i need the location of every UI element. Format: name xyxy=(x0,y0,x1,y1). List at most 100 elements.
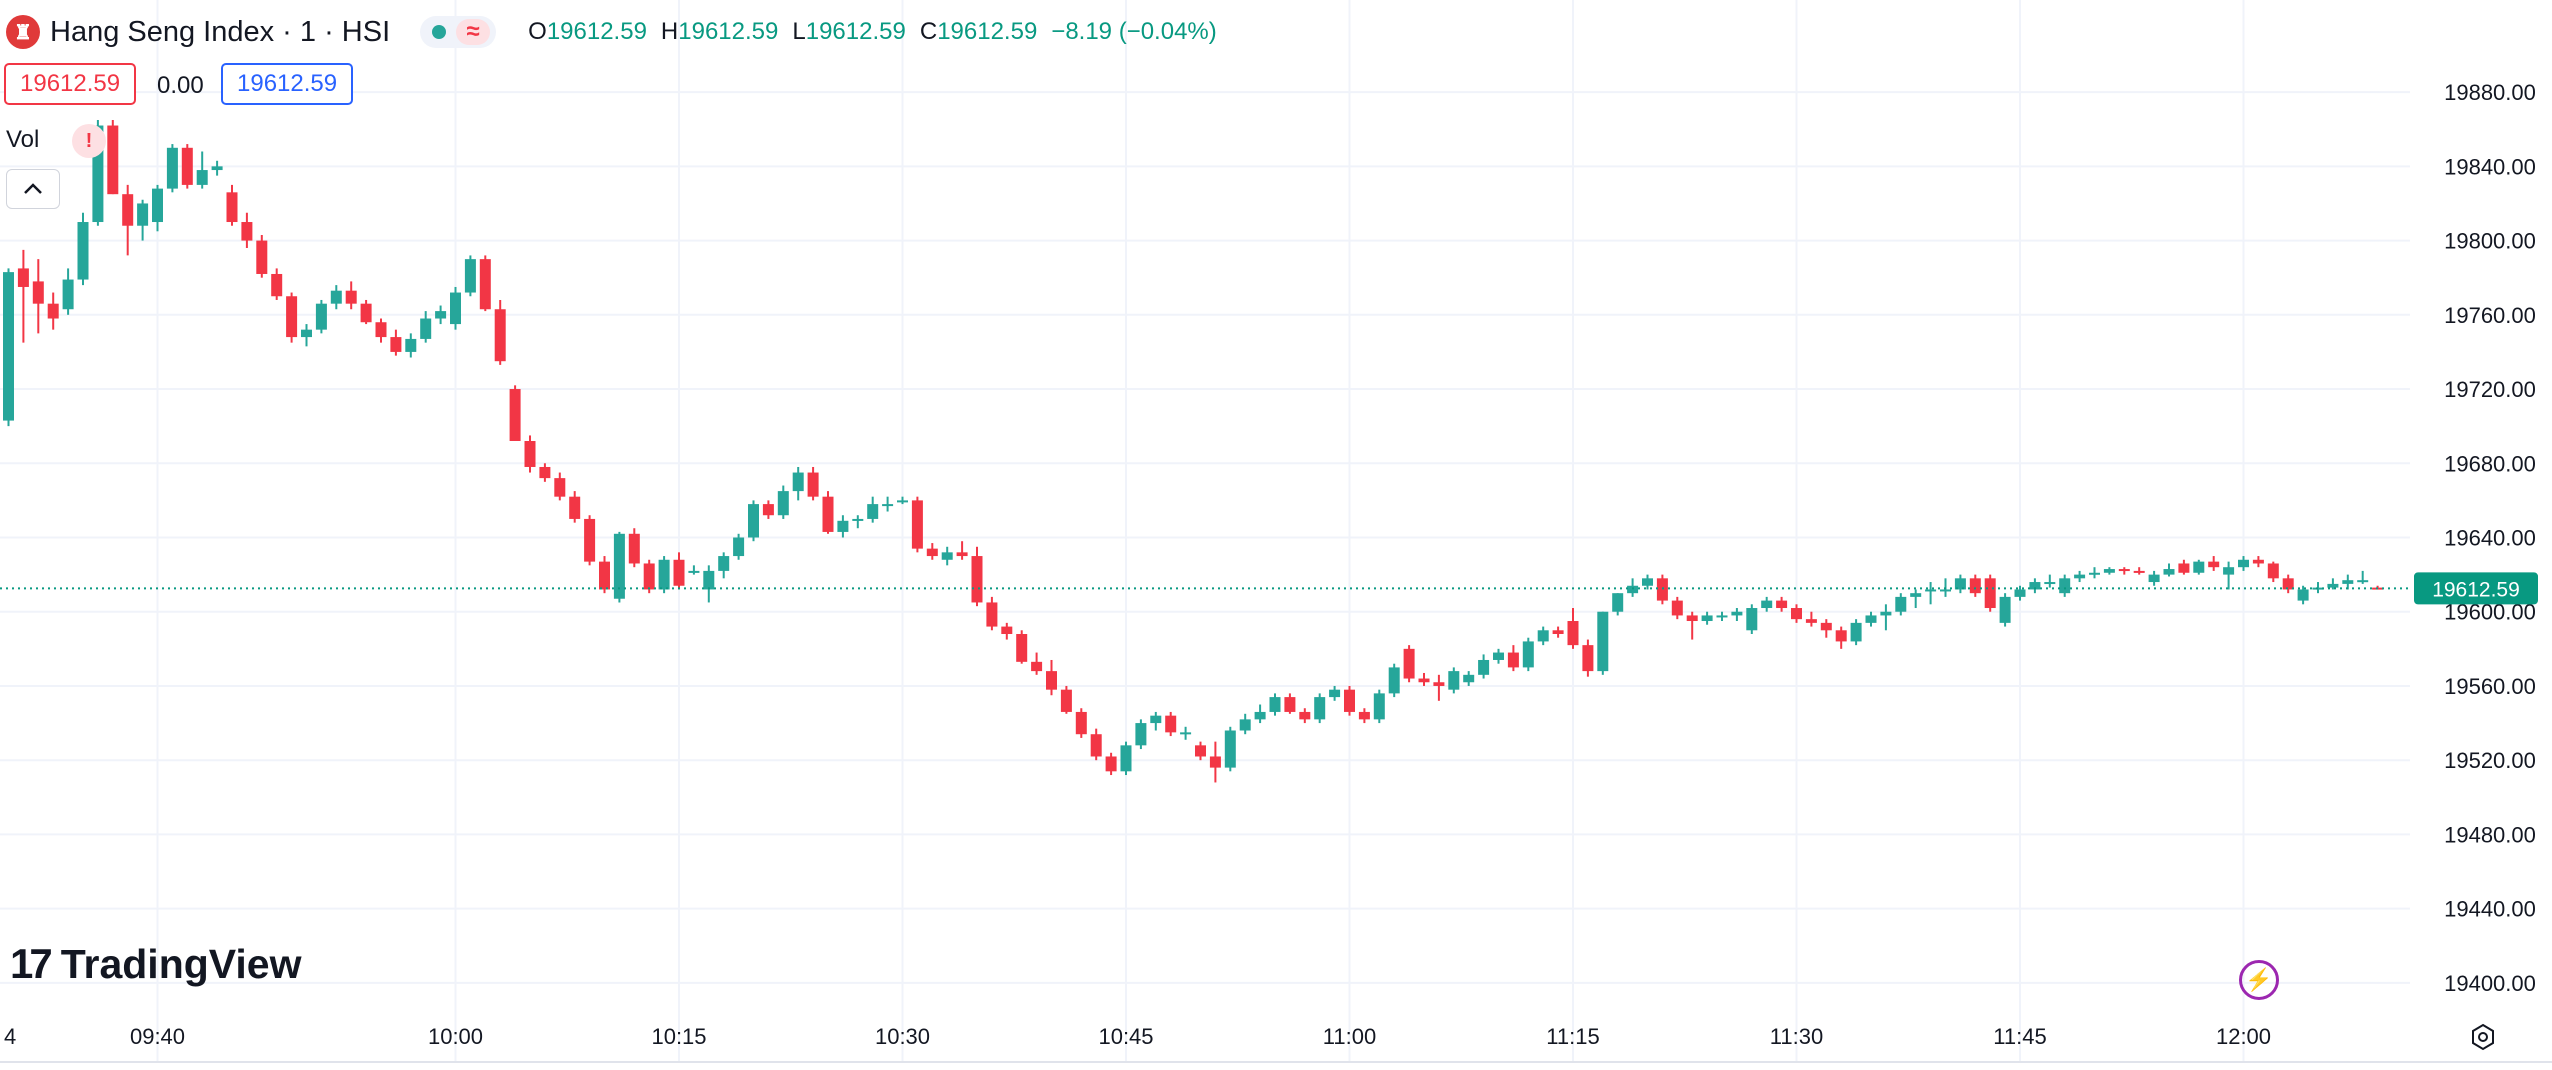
candle-down[interactable] xyxy=(628,528,640,568)
candle-up[interactable] xyxy=(2357,570,2369,584)
candle-down[interactable] xyxy=(1582,639,1594,677)
candle-up[interactable] xyxy=(1522,637,1534,672)
symbol-title[interactable]: Hang Seng Index · 1 · HSI xyxy=(50,15,391,48)
candle-up[interactable] xyxy=(658,556,670,594)
candle-down[interactable] xyxy=(1552,626,1564,638)
candle-down[interactable] xyxy=(2133,567,2145,575)
price-axis[interactable]: 19880.00 19840.00 19800.00 19760.00 19720.00… xyxy=(2444,80,2536,996)
candle-up[interactable] xyxy=(464,255,476,297)
candle-down[interactable] xyxy=(762,500,774,519)
candle-up[interactable] xyxy=(301,324,312,347)
candle-up[interactable] xyxy=(777,485,789,519)
candle-down[interactable] xyxy=(1984,574,1996,612)
candle-up[interactable] xyxy=(1746,604,1758,634)
candle-down[interactable] xyxy=(1209,741,1221,783)
candle-up[interactable] xyxy=(688,565,700,575)
candle-up[interactable] xyxy=(1716,611,1728,622)
candle-down[interactable] xyxy=(1805,611,1817,627)
candle-down[interactable] xyxy=(807,466,819,501)
candle-up[interactable] xyxy=(852,515,864,529)
candle-up[interactable] xyxy=(1910,589,1922,609)
candle-up[interactable] xyxy=(77,212,89,286)
candle-up[interactable] xyxy=(1373,689,1385,724)
candle-up[interactable] xyxy=(1999,593,2011,627)
candle-down[interactable] xyxy=(986,596,998,631)
candle-up[interactable] xyxy=(1314,693,1326,724)
candle-up[interactable] xyxy=(1150,711,1162,731)
candle-down[interactable] xyxy=(1656,574,1668,605)
candle-down[interactable] xyxy=(1671,596,1683,620)
candle-down[interactable] xyxy=(479,255,491,312)
candle-up[interactable] xyxy=(2163,563,2175,577)
candle-down[interactable] xyxy=(956,541,968,560)
candle-up[interactable] xyxy=(1224,726,1236,772)
candle-down[interactable] xyxy=(1075,708,1087,738)
candle-down[interactable] xyxy=(360,299,372,325)
candle-up[interactable] xyxy=(613,531,625,603)
candle-down[interactable] xyxy=(47,292,59,330)
candle-down[interactable] xyxy=(256,235,268,278)
buy-price-button[interactable]: 19612.59 xyxy=(221,63,354,105)
candle-down[interactable] xyxy=(1016,630,1028,664)
candle-up[interactable] xyxy=(1612,593,1624,616)
candle-up[interactable] xyxy=(882,496,894,512)
candle-down[interactable] xyxy=(1820,619,1832,638)
candle-up[interactable] xyxy=(1448,667,1460,694)
candle-up[interactable] xyxy=(1642,574,1653,590)
candle-up[interactable] xyxy=(137,199,149,241)
candle-down[interactable] xyxy=(1776,596,1788,612)
candle-down[interactable] xyxy=(599,556,610,594)
candle-up[interactable] xyxy=(3,268,14,427)
candle-down[interactable] xyxy=(1835,626,1847,649)
candle-down[interactable] xyxy=(1284,693,1296,714)
hsi-logo-icon[interactable]: ♜ xyxy=(6,15,40,49)
candle-up[interactable] xyxy=(2029,578,2041,594)
candle-up[interactable] xyxy=(1537,626,1549,646)
collapse-legend-button[interactable] xyxy=(6,169,60,209)
candle-up[interactable] xyxy=(2193,559,2205,575)
candle-down[interactable] xyxy=(1418,672,1430,686)
candle-up[interactable] xyxy=(211,160,223,176)
sell-price-button[interactable]: 19612.59 xyxy=(4,63,137,105)
candle-up[interactable] xyxy=(1731,608,1743,622)
candle-up[interactable] xyxy=(1463,671,1475,686)
candle-down[interactable] xyxy=(569,491,581,523)
candle-up[interactable] xyxy=(2342,574,2354,590)
candle-up[interactable] xyxy=(2014,585,2026,601)
candle-up[interactable] xyxy=(1865,611,1877,627)
candle-down[interactable] xyxy=(926,543,938,560)
candle-up[interactable] xyxy=(2089,567,2100,579)
candle-down[interactable] xyxy=(971,546,983,607)
candle-down[interactable] xyxy=(911,496,923,553)
candle-up[interactable] xyxy=(435,305,447,325)
candle-up[interactable] xyxy=(330,285,342,310)
candle-down[interactable] xyxy=(32,259,44,334)
market-status[interactable]: ≈ xyxy=(420,16,497,48)
candle-up[interactable] xyxy=(1329,685,1341,701)
candle-down[interactable] xyxy=(1567,608,1579,649)
candle-up[interactable] xyxy=(1478,654,1490,679)
candle-up[interactable] xyxy=(897,496,908,505)
candle-up[interactable] xyxy=(1761,596,1773,612)
candle-up[interactable] xyxy=(1135,719,1147,750)
candle-up[interactable] xyxy=(837,515,849,538)
candle-down[interactable] xyxy=(241,212,253,248)
candle-down[interactable] xyxy=(1060,685,1072,714)
candle-up[interactable] xyxy=(1954,574,1966,594)
candle-up[interactable] xyxy=(2223,561,2235,590)
candle-down[interactable] xyxy=(271,268,283,300)
candle-down[interactable] xyxy=(539,463,551,482)
candle-up[interactable] xyxy=(152,184,163,232)
candle-up[interactable] xyxy=(733,533,745,560)
candle-up[interactable] xyxy=(867,496,879,523)
candle-down[interactable] xyxy=(122,184,134,256)
candle-down[interactable] xyxy=(1403,645,1415,683)
candle-down[interactable] xyxy=(181,144,193,189)
candle-up[interactable] xyxy=(2074,570,2086,583)
candle-up[interactable] xyxy=(2059,574,2071,597)
candle-down[interactable] xyxy=(1165,711,1177,737)
candle-down[interactable] xyxy=(1433,674,1445,701)
volume-warning-icon[interactable]: ! xyxy=(72,124,106,158)
time-axis[interactable]: 4 09:40 10:00 10:15 10:30 10:45 11:00 11:15 11:3… xyxy=(4,1024,2271,1049)
candle-down[interactable] xyxy=(509,385,521,441)
